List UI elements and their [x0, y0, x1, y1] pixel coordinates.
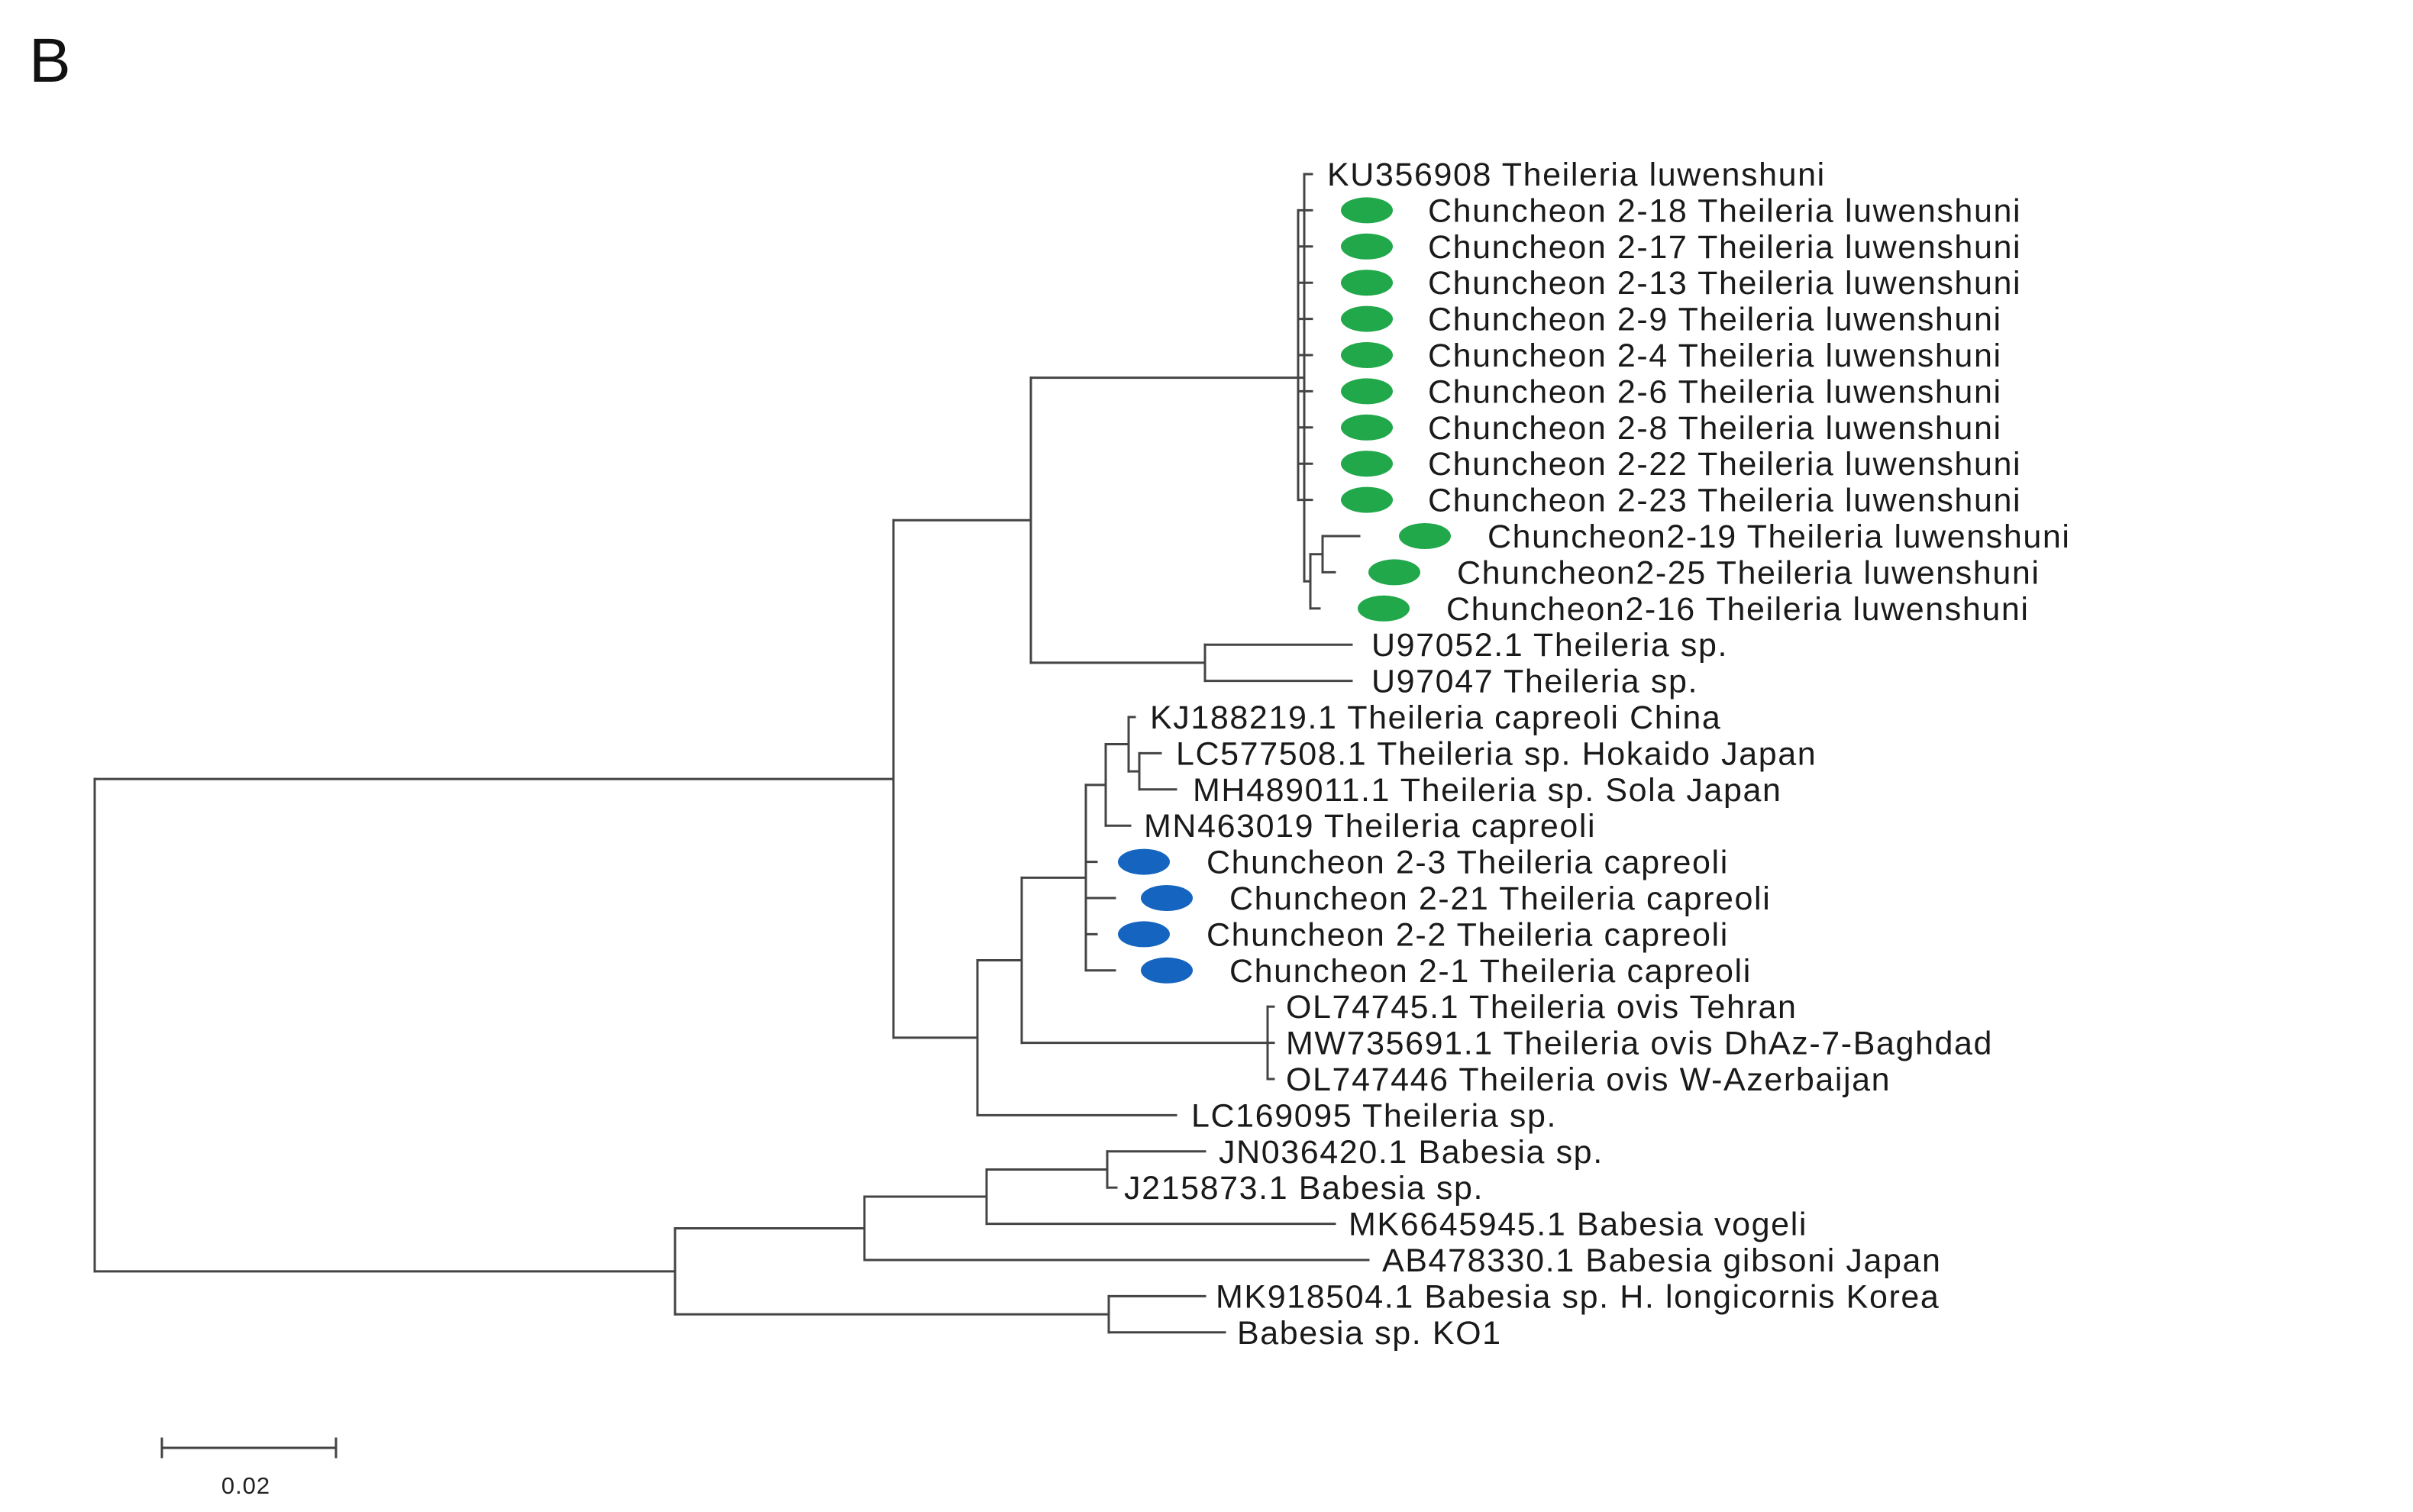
blue-sample-marker	[1118, 921, 1170, 948]
leaf-label: Chuncheon 2-1 Theileria capreoli	[1229, 953, 1752, 990]
leaf-label: AB478330.1 Babesia gibsoni Japan	[1382, 1242, 1942, 1279]
leaf-label: Chuncheon2-25 Theileria luwenshuni	[1457, 554, 2040, 591]
leaf-label: MK6645945.1 Babesia vogeli	[1349, 1207, 1807, 1243]
leaf-label: OL74745.1 Theileria ovis Tehran	[1286, 989, 1798, 1026]
blue-sample-marker	[1141, 957, 1193, 984]
panel-label: B	[29, 26, 71, 95]
tree-branches	[93, 173, 1370, 1334]
green-sample-marker	[1341, 451, 1393, 477]
leaf-label: MN463019 Theileria capreoli	[1144, 808, 1596, 845]
leaf-label: LC577508.1 Theileria sp. Hokaido Japan	[1176, 735, 1817, 772]
leaf-label: Chuncheon 2-9 Theileria luwenshuni	[1428, 302, 2002, 338]
leaf-label: KU356908 Theileria luwenshuni	[1327, 157, 1826, 193]
green-sample-marker	[1341, 270, 1393, 296]
leaf-label: Chuncheon 2-17 Theileria luwenshuni	[1428, 229, 2021, 266]
leaf-label: Chuncheon 2-13 Theileria luwenshuni	[1428, 265, 2021, 302]
leaf-label: OL747446 Theileria ovis W-Azerbaijan	[1286, 1061, 1891, 1098]
leaf-label: Chuncheon2-19 Theileria luwenshuni	[1488, 519, 2071, 555]
blue-sample-marker	[1141, 885, 1193, 911]
sample-markers	[1118, 197, 1451, 984]
leaf-label: Chuncheon 2-2 Theileria capreoli	[1206, 916, 1729, 953]
scale-bar: 0.02	[160, 1437, 338, 1499]
leaf-label: Chuncheon 2-6 Theileria luwenshuni	[1428, 373, 2002, 410]
green-sample-marker	[1341, 197, 1393, 224]
leaf-label: Chuncheon 2-18 Theileria luwenshuni	[1428, 192, 2021, 229]
green-sample-marker	[1341, 233, 1393, 260]
leaf-label: Chuncheon 2-23 Theileria luwenshuni	[1428, 483, 2021, 519]
green-sample-marker	[1341, 486, 1393, 513]
leaf-label: MW735691.1 Theileria ovis DhAz-7-Baghdad	[1286, 1026, 1993, 1062]
green-sample-marker	[1341, 342, 1393, 368]
green-sample-marker	[1358, 595, 1410, 622]
leaf-label: Chuncheon2-16 Theileria luwenshuni	[1446, 591, 2030, 628]
green-sample-marker	[1341, 305, 1393, 332]
blue-sample-marker	[1118, 848, 1170, 875]
leaf-label: U97047 Theileria sp.	[1371, 664, 1698, 700]
leaf-label: JN036420.1 Babesia sp.	[1219, 1134, 1604, 1171]
leaf-label: MH489011.1 Theileria sp. Sola Japan	[1193, 772, 1782, 809]
leaf-label: J215873.1 Babesia sp.	[1124, 1170, 1484, 1207]
leaf-label: Chuncheon 2-4 Theileria luwenshuni	[1428, 338, 2002, 374]
leaf-label: KJ188219.1 Theileria capreoli China	[1150, 699, 1721, 736]
leaf-label: U97052.1 Theileria sp.	[1371, 627, 1728, 664]
green-sample-marker	[1341, 378, 1393, 405]
leaf-label: Chuncheon 2-22 Theileria luwenshuni	[1428, 446, 2021, 483]
leaf-label: MK918504.1 Babesia sp. H. longicornis Ko…	[1216, 1278, 1940, 1315]
green-sample-marker	[1399, 523, 1451, 549]
green-sample-marker	[1341, 414, 1393, 441]
leaf-label: LC169095 Theileria sp.	[1191, 1097, 1557, 1134]
leaf-label: Chuncheon 2-21 Theileria capreoli	[1229, 880, 1771, 917]
leaf-label: Chuncheon 2-3 Theileria capreoli	[1206, 845, 1729, 881]
leaf-label: Babesia sp. KO1	[1237, 1315, 1502, 1352]
leaf-label: Chuncheon 2-8 Theileria luwenshuni	[1428, 410, 2002, 447]
scale-bar-label: 0.02	[221, 1472, 270, 1499]
green-sample-marker	[1368, 559, 1420, 586]
